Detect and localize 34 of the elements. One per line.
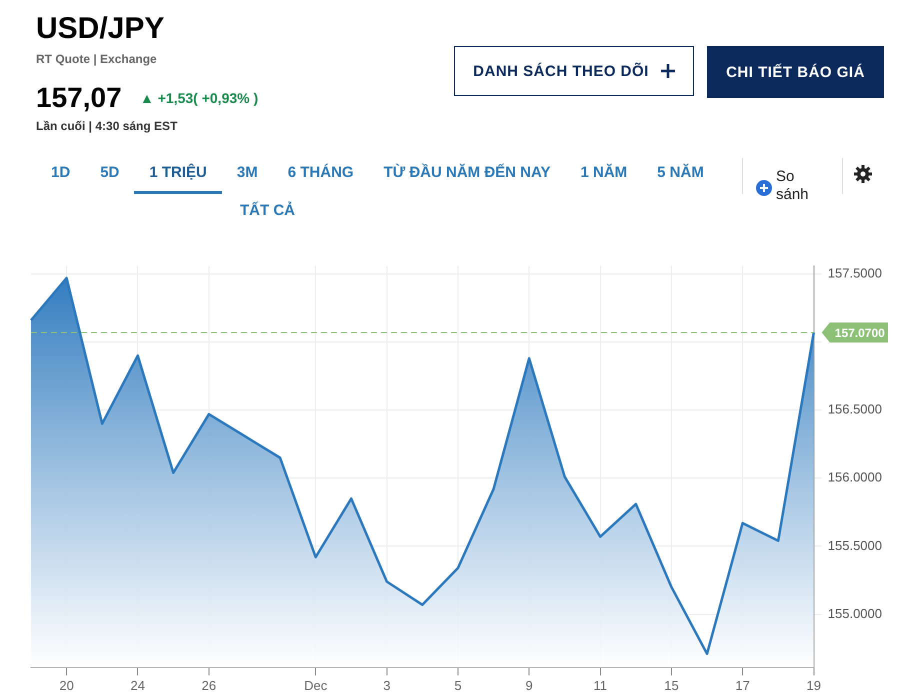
chart-title: USD/JPY — [36, 12, 164, 46]
x-tick-label: 11 — [594, 678, 608, 693]
y-tick-label: 157.5000 — [828, 266, 882, 281]
x-tick-label: 9 — [526, 678, 533, 693]
x-tick-label: 17 — [735, 678, 750, 693]
text: 5D — [99, 163, 120, 183]
chart-subtitle: RT Quote | Exchange — [36, 52, 157, 66]
text: 3M — [236, 163, 259, 183]
y-tick-label: 156.5000 — [828, 402, 882, 417]
text: 1 TRIỆU — [134, 162, 222, 194]
text: TẤT CẢ — [240, 202, 295, 219]
text: 1D — [50, 163, 72, 183]
x-tick-label: 3 — [383, 678, 390, 693]
text: 157,07 — [36, 82, 122, 114]
text: Lần cuối | 4:30 sáng EST — [36, 119, 178, 133]
y-tick-label: 155.5000 — [828, 538, 882, 553]
y-tick-label: 155.0000 — [828, 606, 882, 621]
text: 5 NĂM — [656, 162, 705, 183]
x-tick-label: 5 — [454, 678, 462, 693]
x-tick-label: 26 — [202, 678, 216, 693]
x-tick-label: 24 — [130, 678, 145, 693]
x-tick-label: Dec — [304, 678, 328, 693]
text: TỪ ĐẦU NĂM ĐẾN NAY — [382, 162, 552, 183]
text: CHI TIẾT BÁO GIÁ — [707, 46, 884, 98]
y-tick-label: 156.0000 — [828, 470, 882, 485]
text: 6 THÁNG — [286, 162, 355, 183]
x-tick-label: 15 — [664, 678, 679, 693]
x-tick-label: 19 — [806, 678, 822, 693]
x-tick-label: 20 — [59, 678, 74, 693]
text: DANH SÁCH THEO DÕI — [473, 62, 649, 80]
text: So sánh — [776, 168, 810, 204]
text: ▲ +1,53( +0,93% ) — [140, 90, 258, 106]
ref-line-label: 157.0700 — [834, 326, 886, 340]
text: 1 NĂM — [579, 162, 628, 183]
